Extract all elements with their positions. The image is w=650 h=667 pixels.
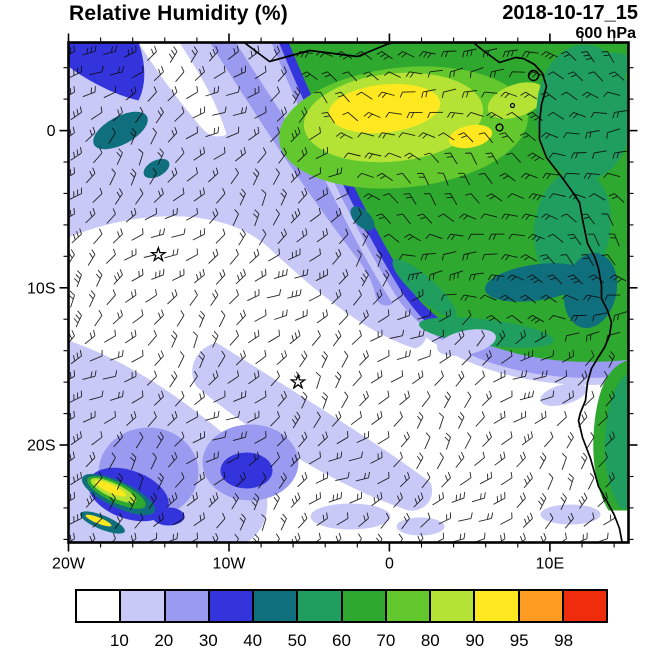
rh-patch-10-20 <box>310 503 391 530</box>
rh-patch-40-50 <box>143 158 170 179</box>
colorbar-tick-label: 50 <box>287 631 307 650</box>
star-marker <box>149 245 167 263</box>
rh-band-10-20 <box>192 342 433 511</box>
colorbar-segment <box>431 591 476 621</box>
colorbar-tick-label: 98 <box>554 631 574 650</box>
star-marker <box>289 372 307 390</box>
rh-patch-40-50 <box>350 206 375 231</box>
colorbar-tick-label: 60 <box>332 631 351 650</box>
plot-frame <box>67 41 630 544</box>
humidity-field <box>68 42 629 543</box>
colorbar-segment <box>165 591 210 621</box>
colorbar-tick-label: 10 <box>109 631 129 650</box>
colorbar-tick-label: 80 <box>420 631 440 650</box>
x-tick-label: 20W <box>52 556 86 573</box>
coastline-africa-west <box>472 42 623 543</box>
dry-sliver <box>138 42 227 137</box>
chart-title: Relative Humidity (%) <box>69 2 288 25</box>
coastal-moist-strip-inner <box>604 373 629 509</box>
rh-patch-80-90 <box>487 82 546 119</box>
x-tick-label: 10E <box>536 556 564 573</box>
y-tick-label: 20S <box>27 438 55 455</box>
rh-patch-50-60 <box>584 52 629 77</box>
colorbar-segment <box>121 591 166 621</box>
x-tick-label: 0 <box>385 556 394 573</box>
rh-patch-10-20 <box>540 504 601 525</box>
rh-patch-50-60 <box>392 259 457 318</box>
island-outline <box>527 69 540 82</box>
rh-patch-40-50 <box>93 111 148 150</box>
axis-ticks <box>59 33 638 552</box>
colorbar-tick-label: 90 <box>465 631 485 650</box>
rh-patch-30-40 <box>152 507 185 526</box>
y-tick-label: 0 <box>47 123 56 140</box>
streak-90-95 <box>95 480 126 497</box>
colorbar-tick-label: 40 <box>243 631 263 650</box>
valid-time: 2018-10-17_15 <box>502 2 638 24</box>
pressure-level: 600 hPa <box>575 25 636 42</box>
rh-patch-10-20 <box>437 329 496 356</box>
rh-patch-10-20 <box>540 383 587 406</box>
colorbar-labels: 10 20 30 40 50 60 70 80 90 95 98 <box>75 631 608 653</box>
colorbar-segment <box>519 591 564 621</box>
y-tick-label: 10S <box>27 280 55 297</box>
rh-band-10-20 <box>68 42 428 349</box>
colorbar-segment <box>254 591 299 621</box>
island-outline <box>509 102 516 109</box>
rh-patch-30-40 <box>220 452 273 489</box>
colorbar-tick-label: 20 <box>154 631 174 650</box>
island-outline <box>495 123 504 132</box>
station-markers <box>149 245 307 390</box>
colorbar-segment <box>298 591 343 621</box>
colorbar-tick-label: 70 <box>376 631 396 650</box>
colorbar-tick-label: 30 <box>198 631 218 650</box>
colorbar-segment <box>209 591 254 621</box>
streak-90-95 <box>85 514 112 527</box>
axis-tick-labels: 20W 10W 0 10E 0 10S 20S <box>27 123 564 572</box>
rh-patch-40-50 <box>484 263 589 302</box>
rh-patch-90-95 <box>448 124 493 149</box>
rh-patch-50-60 <box>536 44 629 181</box>
colorbar <box>75 589 608 623</box>
colorbar-segment <box>342 591 387 621</box>
x-tick-label: 10W <box>213 556 247 573</box>
rh-patch-90-95 <box>328 83 441 134</box>
colorbar-segment <box>386 591 431 621</box>
colorbar-segment <box>475 591 520 621</box>
colorbar-segment <box>563 591 606 621</box>
colorbar-tick-label: 95 <box>509 631 529 650</box>
rh-patch-10-20 <box>396 517 445 536</box>
colorbar-segment <box>77 591 122 621</box>
